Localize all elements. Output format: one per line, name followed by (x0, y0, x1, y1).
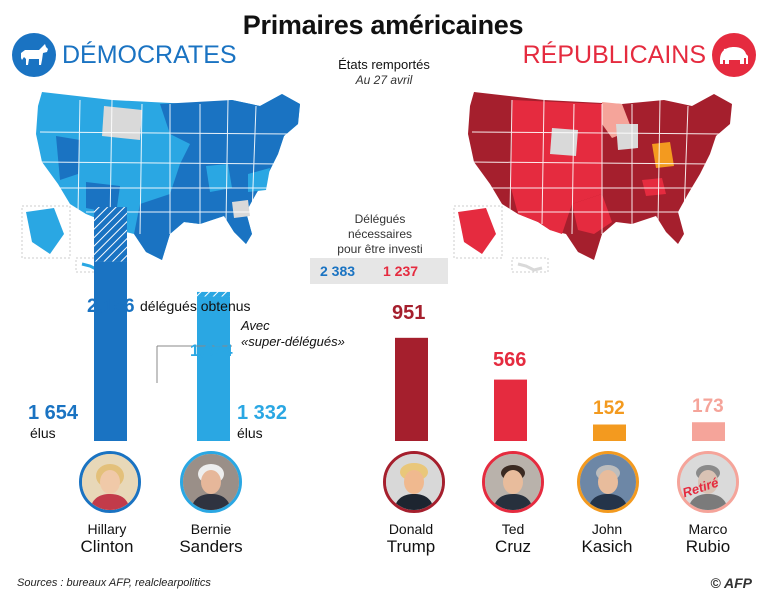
kasich-photo (577, 451, 639, 513)
clinton-elected-delegates: 1 654 (28, 402, 79, 424)
sanders-total-delegates: 1,374 (190, 341, 233, 360)
trump-delegates: 951 (392, 302, 426, 324)
donkey-icon (12, 33, 56, 77)
trump-bar (395, 337, 428, 441)
rubio-bar (692, 422, 725, 441)
clinton-last-name: Clinton (80, 537, 134, 556)
trump-last-name: Trump (386, 537, 436, 556)
clinton-photo (79, 451, 141, 513)
rubio-delegates: 173 (692, 396, 724, 417)
kasich-last-name: Kasich (581, 537, 633, 556)
cruz-delegates: 566 (493, 349, 527, 371)
clinton-superdelegates-bar (94, 207, 127, 262)
sanders-elected-bar (197, 296, 230, 441)
rubio-last-name: Rubio (685, 537, 731, 556)
sanders-first-name: Bernie (190, 521, 232, 537)
clinton-first-name: Hillary (87, 521, 127, 537)
trump-photo (383, 451, 445, 513)
cruz-first-name: Ted (501, 521, 525, 537)
delegates-obtained-label: délégués obtenus (140, 298, 251, 314)
republicans-states-map (453, 92, 732, 273)
cruz-photo (482, 451, 544, 513)
kasich-bar (593, 424, 626, 441)
sanders-last-name: Sanders (179, 537, 243, 556)
kasich-first-name: John (591, 521, 623, 537)
sanders-superdelegates-bar (197, 291, 230, 297)
page-title: Primaires américaines (242, 10, 524, 40)
elephant-icon (712, 33, 756, 77)
rubio-first-name: Marco (688, 521, 728, 537)
rubio-photo (677, 451, 739, 513)
republicans-label: RÉPUBLICAINS (522, 41, 706, 69)
sources-note: Sources : bureaux AFP, realclearpolitics (17, 577, 211, 589)
afp-credit: © AFP (710, 575, 752, 591)
kasich-delegates: 152 (593, 398, 625, 419)
sanders-photo (180, 451, 242, 513)
clinton-elected-bar (94, 261, 127, 441)
delegates-needed-democrats: 2 383 (320, 263, 356, 279)
states-won-date: Au 27 avril (355, 73, 413, 87)
sanders-elected-delegates: 1 332 (237, 402, 288, 424)
super-delegates-label: Avec «super-délégués» (241, 318, 345, 349)
clinton-elected-label: élus (30, 425, 56, 441)
cruz-bar (494, 379, 527, 441)
trump-first-name: Donald (388, 521, 434, 537)
sanders-elected-label: élus (237, 425, 263, 441)
delegates-needed-republicans: 1 237 (383, 263, 419, 279)
democrats-label: DÉMOCRATES (62, 41, 237, 69)
cruz-last-name: Cruz (495, 537, 531, 556)
delegates-needed-label: Délégués nécessaires pour être investi (337, 212, 423, 256)
delegates-needed-box (310, 258, 448, 284)
states-won-label: États remportés (338, 57, 430, 72)
clinton-total-delegates: 2,156 (87, 296, 135, 317)
